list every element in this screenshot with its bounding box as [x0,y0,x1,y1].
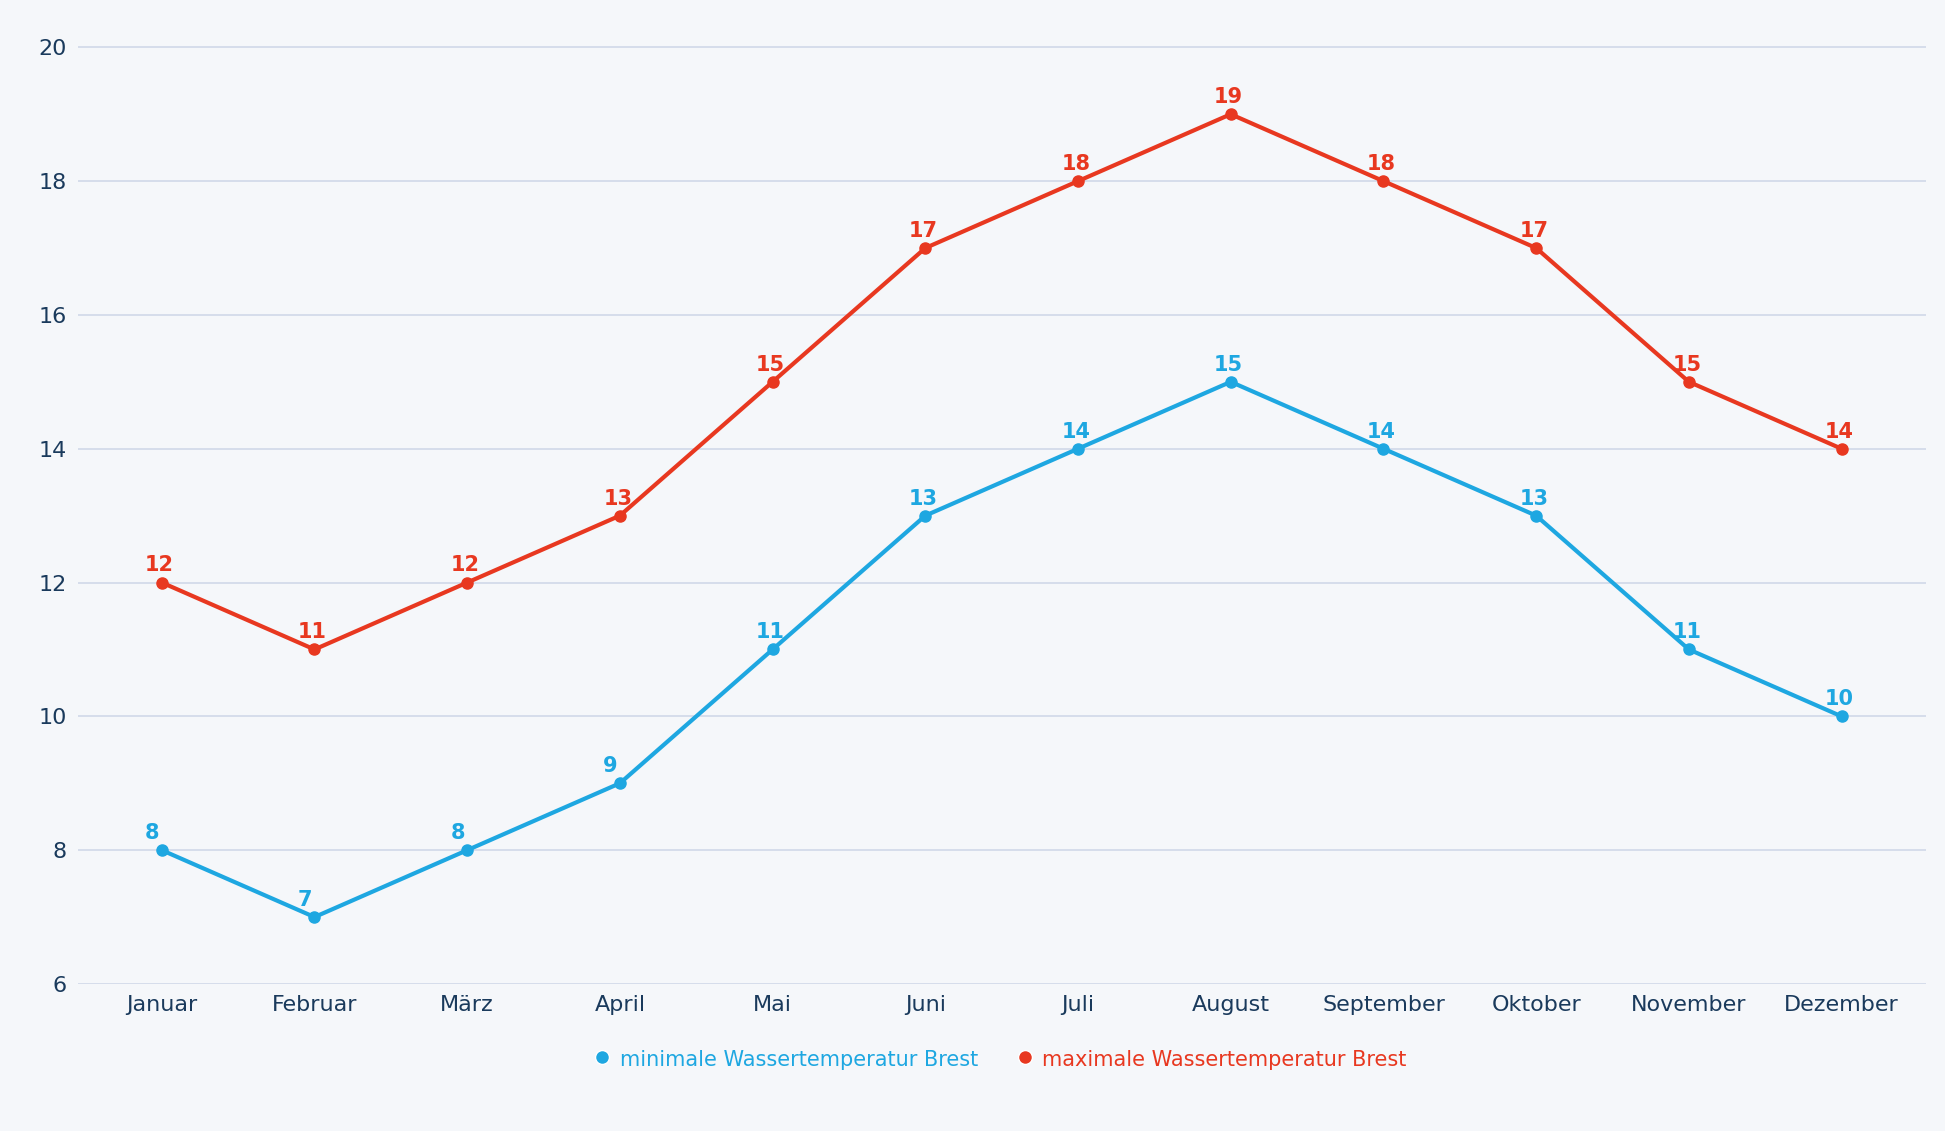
minimale Wassertemperatur Brest [1525,509,1548,523]
minimale Wassertemperatur Brest [914,509,937,523]
maximale Wassertemperatur Brest [1525,241,1548,254]
maximale Wassertemperatur Brest [1677,375,1700,389]
Text: 15: 15 [1673,355,1702,374]
Legend: minimale Wassertemperatur Brest, maximale Wassertemperatur Brest: minimale Wassertemperatur Brest, maximal… [587,1041,1416,1078]
Text: 19: 19 [1214,87,1243,107]
maximale Wassertemperatur Brest [1830,442,1854,456]
minimale Wassertemperatur Brest [1371,442,1395,456]
Text: 10: 10 [1824,689,1854,709]
Text: 18: 18 [1062,154,1091,174]
Text: 8: 8 [451,823,465,843]
minimale Wassertemperatur Brest [1220,375,1243,389]
Line: minimale Wassertemperatur Brest: minimale Wassertemperatur Brest [156,377,1848,923]
minimale Wassertemperatur Brest [1066,442,1089,456]
maximale Wassertemperatur Brest [455,576,478,589]
maximale Wassertemperatur Brest [1371,174,1395,188]
maximale Wassertemperatur Brest [303,642,327,656]
Text: 9: 9 [603,757,619,776]
minimale Wassertemperatur Brest [455,844,478,857]
minimale Wassertemperatur Brest [760,642,784,656]
minimale Wassertemperatur Brest [150,844,173,857]
Text: 14: 14 [1367,422,1397,441]
minimale Wassertemperatur Brest [609,777,632,791]
Text: 15: 15 [757,355,786,374]
Text: 12: 12 [451,555,480,576]
Text: 17: 17 [1519,221,1548,241]
minimale Wassertemperatur Brest [1677,642,1700,656]
Text: 7: 7 [298,890,313,910]
minimale Wassertemperatur Brest [1830,709,1854,723]
minimale Wassertemperatur Brest [303,910,327,924]
Text: 15: 15 [1214,355,1243,374]
Text: 8: 8 [146,823,159,843]
Text: 14: 14 [1062,422,1091,441]
Text: 13: 13 [1519,489,1548,509]
Text: 17: 17 [908,221,937,241]
Text: 14: 14 [1824,422,1854,441]
maximale Wassertemperatur Brest [150,576,173,589]
maximale Wassertemperatur Brest [1220,107,1243,121]
Text: 13: 13 [908,489,937,509]
Text: 11: 11 [1673,622,1702,642]
Text: 18: 18 [1367,154,1397,174]
maximale Wassertemperatur Brest [609,509,632,523]
Text: 11: 11 [757,622,786,642]
Line: maximale Wassertemperatur Brest: maximale Wassertemperatur Brest [156,109,1848,655]
Text: 11: 11 [298,622,327,642]
maximale Wassertemperatur Brest [760,375,784,389]
maximale Wassertemperatur Brest [914,241,937,254]
Text: 13: 13 [603,489,632,509]
maximale Wassertemperatur Brest [1066,174,1089,188]
Text: 12: 12 [146,555,175,576]
